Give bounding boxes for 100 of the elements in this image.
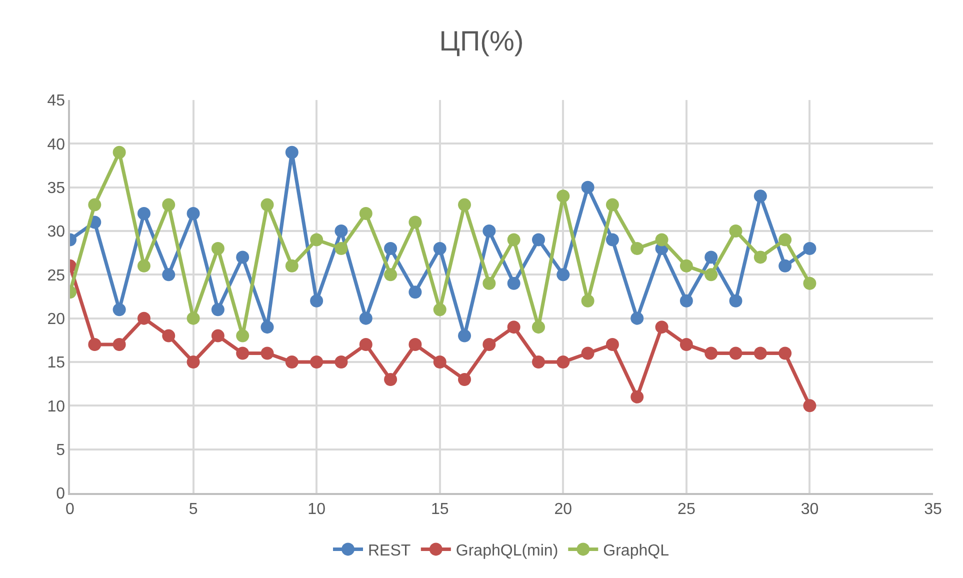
- point: [458, 372, 472, 386]
- point: [211, 242, 224, 255]
- point: [581, 346, 594, 360]
- point: [532, 233, 545, 246]
- legend-label: GraphQL: [603, 542, 670, 560]
- point: [162, 198, 176, 212]
- point: [556, 190, 570, 203]
- point: [88, 338, 102, 352]
- point: [581, 294, 594, 308]
- y-tick-label: 30: [47, 224, 66, 241]
- point: [310, 294, 324, 308]
- point: [384, 372, 398, 386]
- x-tick-label: 10: [308, 500, 326, 518]
- point: [236, 250, 250, 264]
- point: [532, 320, 545, 334]
- point: [408, 286, 422, 299]
- point: [162, 329, 176, 342]
- x-tick-label: 15: [430, 500, 449, 518]
- x-tick-label: 35: [924, 500, 942, 518]
- point: [112, 338, 126, 352]
- point: [754, 346, 767, 360]
- point: [433, 303, 446, 316]
- point: [260, 320, 274, 334]
- y-tick-label: 15: [47, 354, 66, 372]
- point: [88, 198, 102, 212]
- point: [507, 276, 520, 290]
- point: [680, 294, 693, 308]
- point: [507, 233, 520, 246]
- point: [704, 346, 718, 360]
- y-tick-label: 5: [56, 442, 66, 459]
- point: [186, 207, 200, 220]
- point: [285, 259, 298, 272]
- point: [433, 242, 446, 255]
- y-tick-label: 45: [47, 92, 66, 110]
- point: [507, 320, 520, 334]
- point: [285, 356, 298, 368]
- point: [729, 346, 742, 360]
- point: [211, 329, 224, 342]
- point: [433, 356, 446, 368]
- point: [729, 294, 742, 308]
- point: [630, 312, 644, 325]
- point: [334, 224, 348, 238]
- point: [211, 303, 224, 316]
- point: [729, 224, 742, 238]
- x-tick-label: 20: [554, 500, 572, 518]
- x-tick-label: 5: [188, 500, 198, 518]
- y-tick-label: 35: [47, 180, 66, 197]
- x-tick-label: 25: [678, 500, 696, 518]
- point: [630, 242, 644, 255]
- point: [606, 233, 619, 246]
- legend-label: GraphQL(min): [456, 542, 558, 560]
- y-tick-label: 40: [47, 136, 66, 154]
- point: [778, 346, 792, 360]
- chart-title: ЦП(%): [439, 25, 524, 56]
- point: [112, 303, 126, 316]
- point: [359, 338, 372, 352]
- point: [482, 224, 496, 238]
- point: [778, 259, 792, 272]
- point: [482, 276, 496, 290]
- point: [778, 233, 792, 246]
- point: [704, 268, 718, 282]
- point: [754, 190, 767, 203]
- point: [334, 356, 348, 368]
- y-tick-label: 10: [47, 398, 66, 416]
- point: [680, 338, 693, 352]
- point: [310, 356, 324, 368]
- point: [137, 259, 150, 272]
- x-tick-label: 30: [800, 500, 819, 518]
- point: [630, 390, 644, 404]
- point: [606, 338, 619, 352]
- point: [532, 356, 545, 368]
- point: [260, 346, 274, 360]
- point: [334, 242, 348, 255]
- point: [236, 346, 250, 360]
- point: [384, 242, 398, 255]
- point: [310, 233, 324, 246]
- point: [704, 250, 718, 264]
- point: [162, 268, 176, 282]
- point: [754, 250, 767, 264]
- point: [260, 198, 274, 212]
- y-tick-label: 0: [56, 486, 66, 503]
- y-tick-label: 25: [47, 267, 66, 284]
- point: [112, 146, 126, 159]
- point: [137, 312, 150, 325]
- point: [556, 268, 570, 282]
- point: [359, 312, 372, 325]
- point: [359, 207, 372, 220]
- point: [606, 198, 619, 212]
- point: [137, 207, 150, 220]
- point: [384, 268, 398, 282]
- point: [803, 276, 816, 290]
- point: [458, 329, 472, 342]
- point: [236, 329, 250, 342]
- point: [655, 233, 668, 246]
- legend-label: REST: [368, 542, 411, 560]
- point: [482, 338, 496, 352]
- point: [556, 356, 570, 368]
- point: [458, 198, 472, 212]
- point: [186, 356, 200, 368]
- y-tick-label: 20: [47, 310, 66, 328]
